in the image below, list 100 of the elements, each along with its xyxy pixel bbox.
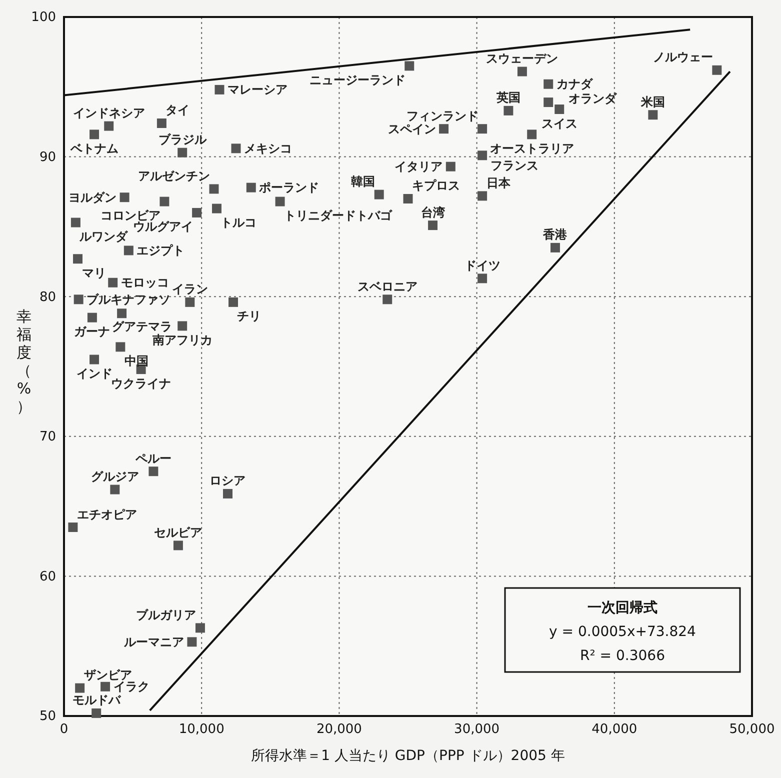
annotation: マレーシア: [227, 82, 288, 97]
annotation: カナダ: [556, 77, 594, 92]
point: [478, 274, 488, 284]
annotation: ドイツ: [464, 258, 500, 272]
point: [173, 540, 183, 550]
annotation: ノルウェー: [652, 50, 713, 64]
point: [70, 218, 80, 228]
point: [178, 148, 188, 158]
point: [550, 242, 560, 252]
annotation: スベロニア: [357, 279, 418, 294]
annotation: ガーナ: [74, 324, 110, 339]
point: [87, 312, 97, 322]
annotation: 南アフリカ: [151, 332, 212, 347]
annotation: メキシコ: [244, 141, 292, 156]
point: [446, 162, 456, 172]
x-tick-label: 30,000: [454, 722, 500, 738]
x-axis-title: 所得水準＝1 人当たり GDP（PPP ドル）2005 年: [251, 748, 565, 764]
annotation: セルビア: [154, 525, 202, 540]
point: [428, 220, 438, 230]
annotation: 台湾: [420, 205, 445, 220]
annotation: エチオピア: [76, 507, 137, 522]
x-tick-label: 20,000: [316, 722, 362, 738]
point: [100, 682, 110, 692]
annotation: ウクライナ: [111, 376, 172, 390]
annotation: ブルキナファソ: [86, 292, 171, 306]
point: [187, 637, 197, 647]
point: [544, 98, 554, 108]
y-tick-label: 90: [39, 150, 56, 165]
point: [478, 124, 488, 134]
annotation: スイス: [541, 116, 578, 130]
point: [124, 246, 134, 256]
annotation: トリニダードトバゴ: [284, 208, 394, 223]
annotation: ルーマニア: [122, 634, 184, 649]
point: [246, 182, 256, 192]
annotation: 一次回帰式: [588, 600, 658, 616]
y-tick-label: 50: [39, 709, 56, 724]
point: [648, 110, 658, 120]
annotation: R² = 0.3066: [580, 648, 666, 664]
point: [404, 61, 414, 71]
point: [712, 65, 722, 75]
annotation: オーストラリア: [490, 141, 574, 156]
annotation: スウェーデン: [486, 52, 558, 66]
annotation: マリ: [82, 266, 106, 280]
annotation: ザンビア: [84, 668, 132, 682]
annotation: スペイン: [388, 122, 436, 136]
point: [148, 466, 158, 476]
annotation: ニュージーランド: [309, 72, 406, 87]
point: [120, 192, 130, 202]
annotation: タイ: [166, 103, 190, 118]
point: [74, 294, 84, 304]
annotation: オランダ: [568, 91, 618, 106]
point: [212, 204, 222, 214]
point: [527, 130, 537, 140]
annotation: 香港: [542, 228, 568, 242]
annotation: ブラジル: [158, 132, 208, 147]
point: [504, 106, 514, 116]
x-tick-label: 0: [60, 722, 68, 738]
annotation: トルコ: [220, 216, 257, 230]
annotation: チリ: [237, 309, 262, 324]
annotation: エジプト: [136, 243, 185, 258]
x-tick-label: 40,000: [592, 722, 638, 738]
point: [192, 208, 202, 218]
point: [439, 124, 449, 134]
annotation: 日本: [486, 176, 512, 190]
annotation: ヨルダン: [68, 190, 117, 204]
point: [178, 321, 188, 331]
annotation: モロッコ: [120, 276, 169, 290]
point: [117, 308, 127, 318]
annotation: グアテマラ: [112, 319, 172, 334]
point: [214, 84, 224, 94]
point: [90, 354, 100, 364]
x-tick-label: 50,000: [729, 722, 775, 738]
point: [68, 522, 78, 532]
point: [478, 191, 488, 201]
point: [223, 488, 232, 498]
y-tick-label: 80: [39, 290, 56, 305]
point: [478, 150, 488, 160]
point: [156, 118, 166, 128]
point: [517, 66, 527, 76]
annotation: イタリア: [394, 160, 443, 174]
point: [73, 254, 83, 264]
point: [92, 708, 102, 718]
point: [382, 294, 392, 304]
annotation: 英国: [495, 90, 520, 105]
x-tick-label: 10,000: [178, 722, 224, 738]
point: [544, 79, 554, 89]
annotation: グルジア: [90, 470, 139, 484]
annotation: フランス: [490, 158, 538, 172]
annotation: フィンランド: [406, 108, 478, 123]
point: [209, 184, 219, 194]
annotation: イラン: [172, 282, 208, 296]
y-axis-title: 幸福度（%）: [16, 308, 32, 416]
annotation: ベトナム: [69, 141, 118, 156]
annotation: イラク: [113, 680, 150, 694]
point: [403, 194, 413, 204]
point: [108, 278, 118, 288]
y-tick-label: 70: [39, 430, 56, 445]
point: [104, 121, 114, 131]
annotation: 韓国: [351, 174, 376, 189]
point: [75, 683, 85, 693]
